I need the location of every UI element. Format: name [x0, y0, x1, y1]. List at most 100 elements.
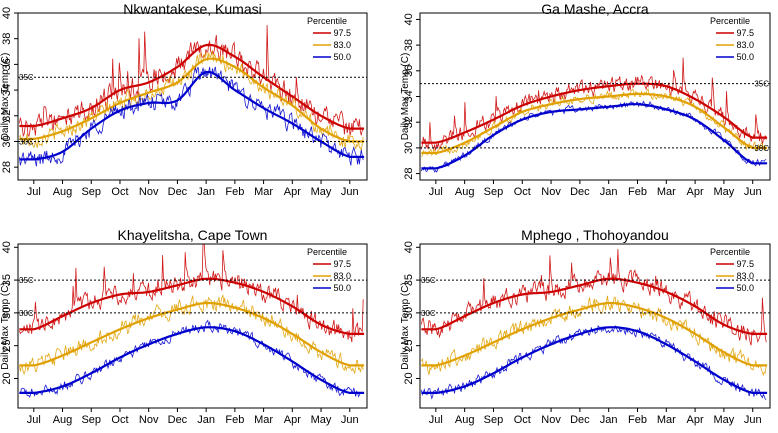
series-smooth-83.0 [19, 301, 365, 367]
reference-label: 35C [19, 276, 34, 285]
legend-label-50.0: 50.0 [736, 52, 754, 62]
chart-title: Nkwantakese, Kumasi [123, 1, 262, 17]
x-tick-label: Nov [541, 414, 561, 426]
x-tick-label: Mar [657, 186, 676, 198]
reference-label: 30C [19, 309, 34, 318]
legend-label-97.5: 97.5 [333, 28, 351, 38]
x-tick-label: Jul [429, 186, 443, 198]
y-tick-label: 34 [1, 84, 13, 96]
y-axis-label: Daily Max Temp (C) [400, 282, 411, 370]
reference-label: 30C [19, 137, 34, 146]
y-axis-label: Daily Max Temp (C) [400, 53, 411, 141]
x-tick-label: May [714, 186, 735, 198]
legend: Percentile 97.5 83.0 50.0 [710, 16, 754, 62]
x-tick-label: Sep [484, 414, 504, 426]
y-tick-label: 28 [403, 167, 415, 179]
y-axis-label: Daily Max Temp (C) [0, 53, 11, 141]
x-tick-label: Jul [27, 186, 41, 198]
x-tick-label: Nov [139, 186, 159, 198]
x-tick-label: May [311, 186, 332, 198]
x-tick-label: Sep [81, 186, 101, 198]
x-tick-label: Jul [429, 414, 443, 426]
chart-title: Khayelitsha, Cape Town [118, 227, 268, 243]
legend-label-83.0: 83.0 [333, 271, 351, 281]
y-tick-label: 25 [1, 340, 13, 352]
reference-label: 35C [421, 276, 436, 285]
legend-label-97.5: 97.5 [736, 259, 754, 269]
legend-title: Percentile [307, 247, 347, 257]
x-tick-label: Mar [657, 414, 676, 426]
plot-frame [17, 243, 368, 409]
series-smooth-97.5 [421, 277, 768, 335]
series-daily-83.0 [19, 294, 364, 376]
x-tick-label: Jan [600, 414, 618, 426]
y-tick-label: 30 [1, 307, 13, 319]
series-daily-50.0 [421, 325, 767, 400]
legend-label-83.0: 83.0 [736, 40, 754, 50]
legend: Percentile 97.5 83.0 50.0 [307, 16, 351, 62]
x-tick-label: Oct [111, 414, 128, 426]
series-daily-97.5 [19, 25, 364, 138]
legend-label-83.0: 83.0 [736, 271, 754, 281]
y-axis-label: Daily Max Temp (C) [0, 282, 11, 370]
y-tick-label: 20 [1, 372, 13, 384]
x-tick-label: Feb [225, 414, 244, 426]
legend: Percentile 97.5 83.0 50.0 [710, 247, 754, 293]
x-tick-label: Feb [628, 414, 647, 426]
y-tick-label: 25 [403, 340, 415, 352]
plot-frame [17, 12, 368, 181]
reference-label: 35C [19, 73, 34, 82]
y-tick-label: 35 [1, 274, 13, 286]
y-tick-label: 32 [403, 116, 415, 128]
x-tick-label: Apr [687, 414, 704, 426]
series-daily-97.5 [19, 244, 364, 343]
x-tick-label: Oct [514, 414, 531, 426]
y-tick-label: 40 [1, 241, 13, 253]
series-smooth-97.5 [421, 82, 768, 144]
series-smooth-50.0 [421, 103, 768, 170]
x-tick-label: Apr [284, 186, 301, 198]
x-tick-label: Aug [53, 414, 73, 426]
series-daily-83.0 [421, 88, 767, 157]
y-tick-label: 28 [1, 161, 13, 173]
x-tick-label: Mar [254, 414, 273, 426]
series-daily-97.5 [421, 249, 767, 346]
series-smooth-83.0 [421, 301, 768, 367]
x-tick-label: Oct [514, 186, 531, 198]
x-tick-label: Jun [341, 186, 359, 198]
y-tick-label: 30 [403, 142, 415, 154]
reference-label: 30C [421, 309, 436, 318]
legend-label-50.0: 50.0 [333, 52, 351, 62]
x-tick-label: Feb [225, 186, 244, 198]
legend-label-83.0: 83.0 [333, 40, 351, 50]
x-tick-label: Mar [254, 186, 273, 198]
x-tick-label: Apr [284, 414, 301, 426]
reference-label: 35C [754, 80, 769, 89]
x-tick-label: Jun [744, 186, 762, 198]
x-tick-label: Oct [111, 186, 128, 198]
series-smooth-83.0 [421, 92, 768, 155]
panel-1: Nkwantakese, Kumasi Daily Max Temp (C) 35C… [0, 1, 368, 198]
series-smooth-50.0 [421, 326, 768, 394]
y-tick-label: 32 [1, 110, 13, 122]
x-tick-label: Aug [53, 186, 73, 198]
series-daily-97.5 [421, 57, 767, 152]
series-daily-50.0 [19, 319, 364, 398]
y-tick-label: 40 [1, 7, 13, 19]
y-tick-label: 40 [403, 13, 415, 25]
y-tick-label: 36 [403, 65, 415, 77]
x-tick-label: Dec [570, 186, 590, 198]
series-daily-83.0 [421, 295, 767, 377]
x-tick-label: Nov [139, 414, 159, 426]
x-tick-label: May [311, 414, 332, 426]
x-tick-label: Dec [570, 414, 590, 426]
series-group [19, 25, 365, 167]
x-tick-label: Jan [197, 186, 215, 198]
y-tick-label: 20 [403, 372, 415, 384]
x-tick-label: Aug [455, 186, 475, 198]
series-group [421, 57, 768, 173]
legend-title: Percentile [307, 16, 347, 26]
x-tick-label: Jan [600, 186, 618, 198]
